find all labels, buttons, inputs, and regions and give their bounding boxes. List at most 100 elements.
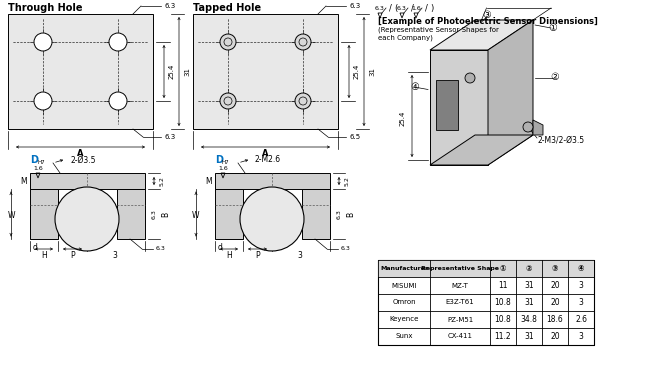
Circle shape [34, 92, 52, 110]
Text: 25.4: 25.4 [400, 111, 406, 126]
Text: 2.6: 2.6 [575, 315, 587, 324]
Text: Keyence: Keyence [389, 316, 419, 323]
Text: ④: ④ [578, 264, 584, 273]
Text: 2-M2.6: 2-M2.6 [255, 156, 281, 164]
Text: 5.2: 5.2 [345, 176, 350, 186]
Text: 6.3: 6.3 [349, 3, 361, 9]
Text: MZ-T: MZ-T [451, 283, 468, 288]
Text: M: M [20, 177, 27, 185]
Text: ①: ① [500, 264, 506, 273]
Bar [8, 14, 153, 129]
Circle shape [109, 33, 127, 51]
Circle shape [224, 38, 232, 46]
Text: 2-Ø3.5: 2-Ø3.5 [70, 156, 96, 164]
Polygon shape [430, 50, 488, 165]
Text: [Example of Photoelectric Sensor Dimensions]: [Example of Photoelectric Sensor Dimensi… [378, 18, 598, 26]
Text: 11.2: 11.2 [495, 332, 512, 341]
Bar [30, 173, 145, 189]
Text: Omron: Omron [392, 299, 416, 305]
Circle shape [295, 93, 311, 109]
Bar [215, 189, 243, 239]
Circle shape [224, 97, 232, 105]
Circle shape [299, 97, 307, 105]
Text: W: W [193, 211, 200, 219]
Text: /: / [424, 4, 428, 12]
Text: 3: 3 [113, 251, 117, 259]
Text: Tapped Hole: Tapped Hole [193, 3, 261, 13]
Text: /: / [388, 4, 392, 12]
Text: each Company): each Company) [378, 35, 433, 41]
Text: D: D [215, 155, 223, 165]
Text: 1.6: 1.6 [33, 166, 43, 171]
Text: 6.3: 6.3 [164, 3, 176, 9]
Text: B: B [162, 211, 170, 217]
Text: 3: 3 [578, 281, 584, 290]
Text: P: P [255, 251, 260, 259]
Text: 2-M3/2-Ø3.5: 2-M3/2-Ø3.5 [538, 135, 585, 145]
Text: 10.8: 10.8 [495, 298, 512, 307]
Text: d: d [218, 243, 223, 251]
Text: 25.4: 25.4 [169, 64, 175, 79]
Text: H: H [41, 251, 47, 259]
Polygon shape [430, 20, 533, 50]
Text: 11: 11 [498, 281, 508, 290]
Text: 6.3: 6.3 [156, 247, 166, 251]
Text: 20: 20 [550, 281, 560, 290]
Text: E3Z-T61: E3Z-T61 [445, 299, 474, 305]
Text: MISUMI: MISUMI [391, 283, 417, 288]
Text: Manufacturer: Manufacturer [380, 266, 428, 271]
Circle shape [523, 122, 533, 132]
Text: 10.8: 10.8 [495, 315, 512, 324]
Text: 6.3: 6.3 [397, 6, 407, 11]
Text: D: D [30, 155, 38, 165]
Text: 1.6: 1.6 [411, 6, 421, 11]
Text: 6.3: 6.3 [341, 247, 351, 251]
Text: ①: ① [549, 23, 557, 33]
Text: 31: 31 [524, 298, 534, 307]
Bar [378, 260, 594, 277]
Bar [215, 173, 330, 189]
Circle shape [34, 33, 52, 51]
Text: A: A [77, 149, 84, 159]
Text: ): ) [430, 4, 434, 12]
Text: 6.3: 6.3 [375, 6, 385, 11]
Text: M: M [205, 177, 212, 185]
Text: H7: H7 [37, 160, 45, 164]
Text: A: A [262, 149, 269, 159]
Text: 31: 31 [184, 67, 190, 76]
Text: W: W [7, 211, 15, 219]
Text: 20: 20 [550, 332, 560, 341]
Text: Representative Shape: Representative Shape [421, 266, 499, 271]
Circle shape [55, 187, 119, 251]
Text: (Representative Sensor Shapes for: (Representative Sensor Shapes for [378, 27, 499, 33]
Text: 3: 3 [578, 298, 584, 307]
Text: 3: 3 [297, 251, 303, 259]
Text: 18.6: 18.6 [547, 315, 563, 324]
Polygon shape [533, 120, 543, 135]
Polygon shape [488, 20, 533, 165]
Text: d: d [33, 243, 38, 251]
Text: 6.3: 6.3 [151, 209, 157, 219]
Text: 31: 31 [524, 281, 534, 290]
Text: 1.6: 1.6 [218, 166, 228, 171]
Text: 3: 3 [578, 332, 584, 341]
Bar [193, 14, 338, 129]
Circle shape [240, 187, 304, 251]
Text: 6.3: 6.3 [164, 134, 176, 140]
Text: 34.8: 34.8 [521, 315, 538, 324]
Circle shape [220, 34, 236, 50]
Text: ③: ③ [552, 264, 558, 273]
Bar [30, 189, 58, 239]
Circle shape [109, 92, 127, 110]
Bar [117, 189, 145, 239]
Text: P: P [71, 251, 75, 259]
Circle shape [299, 38, 307, 46]
Bar [436, 80, 458, 130]
Text: Sunx: Sunx [395, 334, 413, 339]
Text: Through Hole: Through Hole [8, 3, 83, 13]
Bar [378, 260, 594, 345]
Text: 20: 20 [550, 298, 560, 307]
Text: 6.3: 6.3 [337, 209, 341, 219]
Text: B: B [346, 211, 356, 217]
Text: 31: 31 [369, 67, 375, 76]
